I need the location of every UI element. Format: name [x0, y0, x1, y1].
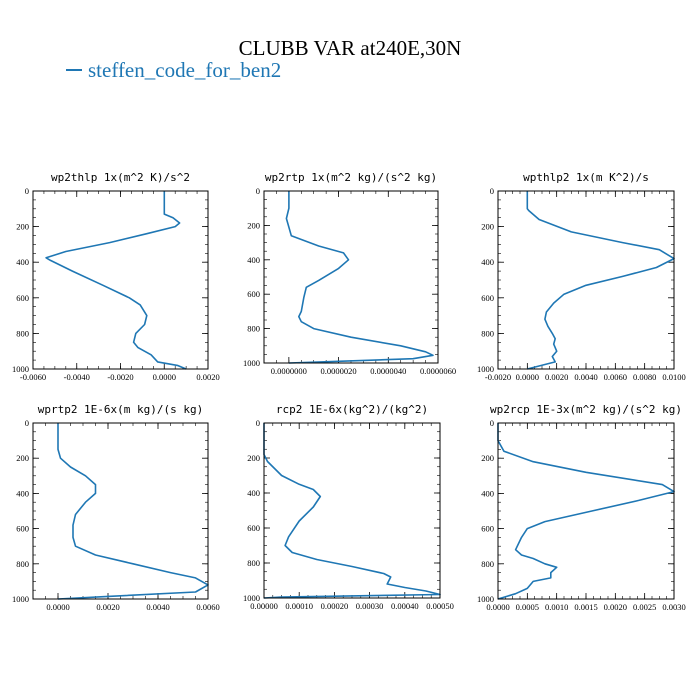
y-tick-label: 400 [16, 488, 29, 498]
y-tick-label: 400 [16, 257, 29, 267]
x-tick-label: 0.0025 [633, 602, 656, 612]
y-tick-label: 800 [247, 324, 260, 334]
x-tick-label: 0.0030 [662, 602, 685, 612]
y-tick-label: 1000 [243, 593, 260, 603]
profile-line [45, 191, 187, 370]
y-tick-label: 600 [247, 523, 260, 533]
y-tick-label: 1000 [477, 594, 494, 604]
plot-title: rcp2 1E-6x(kg^2)/(kg^2) [276, 403, 428, 416]
x-tick-label: 0.0005 [516, 602, 539, 612]
x-tick-label: -0.0020 [485, 372, 511, 382]
plot-panel-4: wprtp2 1E-6x(m kg)/(s kg) 0 200 400 600 800 10… [12, 403, 220, 612]
x-tick-label: 0.00030 [356, 601, 384, 611]
plot-title: wp2thlp 1x(m^2 K)/s^2 [51, 171, 190, 184]
plot-frame [32, 190, 209, 370]
x-tick-label: 0.00000 [250, 601, 278, 611]
x-tick-label: 0.0000 [516, 372, 539, 382]
x-tick-label: 0.0040 [574, 372, 597, 382]
y-tick-label: 600 [247, 289, 260, 299]
x-tick-label: 0.0000020 [321, 366, 357, 376]
plot-frame [263, 422, 441, 599]
y-tick-label: 1000 [12, 594, 29, 604]
y-tick-label: 0 [25, 418, 29, 428]
y-tick-label: 0 [490, 186, 494, 196]
plot-title: wp2rcp 1E-3x(m^2 kg)/(s^2 kg) [490, 403, 682, 416]
y-tick-label: 0 [256, 418, 260, 428]
y-tick-label: 400 [247, 255, 260, 265]
x-tick-label: 0.0020 [96, 602, 119, 612]
x-tick-label: 0.00050 [426, 601, 454, 611]
x-tick-label: 0.0060 [604, 372, 627, 382]
y-tick-label: 800 [247, 558, 260, 568]
x-tick-label: 0.0080 [633, 372, 656, 382]
y-tick-label: 0 [490, 418, 494, 428]
y-tick-label: 200 [16, 453, 29, 463]
x-tick-label: 0.0000 [153, 372, 176, 382]
plot-frame [497, 422, 675, 600]
plot-frame [263, 190, 439, 364]
x-tick-label: 0.0015 [574, 602, 597, 612]
y-tick-label: 200 [247, 453, 260, 463]
y-tick-label: 0 [25, 186, 29, 196]
x-tick-label: -0.0040 [64, 372, 90, 382]
x-tick-label: 0.0000060 [420, 366, 456, 376]
y-tick-label: 600 [16, 293, 29, 303]
plot-panel-5: rcp2 1E-6x(kg^2)/(kg^2) 0 200 400 600 800 1000… [243, 403, 454, 611]
y-tick-label: 400 [481, 488, 494, 498]
plot-panel-6: wp2rcp 1E-3x(m^2 kg)/(s^2 kg) 0 200 400 600 8… [477, 403, 686, 612]
plot-panel-3: wpthlp2 1x(m K^2)/s 0 200 400 600 800 1000-0.0… [477, 171, 686, 382]
plot-panel-1: wp2thlp 1x(m^2 K)/s^202004006008001000-0… [12, 171, 220, 382]
x-tick-label: 0.0020 [545, 372, 568, 382]
y-tick-label: 200 [16, 222, 29, 232]
y-tick-label: 600 [481, 524, 494, 534]
x-tick-label: 0.0100 [662, 372, 685, 382]
legend: steffen_code_for_ben2 [66, 58, 281, 83]
profile-line [497, 423, 675, 600]
x-tick-label: 0.0000 [46, 602, 69, 612]
x-tick-label: 0.0000 [486, 602, 509, 612]
profile-line [57, 423, 209, 600]
profile-line [285, 191, 434, 364]
x-tick-label: 0.0010 [545, 602, 568, 612]
profile-line [263, 423, 441, 599]
x-tick-label: 0.0020 [604, 602, 627, 612]
x-tick-label: 0.0000040 [370, 366, 406, 376]
y-tick-label: 1000 [12, 364, 29, 374]
y-tick-label: 800 [16, 328, 29, 338]
y-tick-label: 200 [481, 222, 494, 232]
legend-line-swatch [66, 69, 82, 72]
y-tick-label: 600 [481, 293, 494, 303]
legend-label: steffen_code_for_ben2 [88, 58, 282, 82]
y-tick-label: 400 [247, 488, 260, 498]
y-tick-label: 800 [16, 559, 29, 569]
x-tick-label: 0.0040 [146, 602, 169, 612]
x-tick-label: 0.0020 [196, 372, 219, 382]
x-tick-label: 0.00010 [285, 601, 313, 611]
y-tick-label: 200 [481, 453, 494, 463]
y-tick-label: 0 [256, 186, 260, 196]
y-tick-label: 600 [16, 524, 29, 534]
plot-title: wpthlp2 1x(m K^2)/s [523, 171, 649, 184]
profile-line [526, 191, 675, 370]
plot-frame [32, 422, 209, 600]
x-tick-label: 0.0060 [196, 602, 219, 612]
figure-title: CLUBB VAR at240E,30N [238, 36, 462, 60]
plot-title: wp2rtp 1x(m^2 kg)/(s^2 kg) [265, 171, 437, 184]
x-tick-label: 0.00040 [391, 601, 419, 611]
x-tick-label: -0.0020 [107, 372, 133, 382]
x-tick-label: -0.0060 [20, 372, 46, 382]
y-tick-label: 800 [481, 559, 494, 569]
y-tick-label: 1000 [477, 364, 494, 374]
plot-frame [497, 190, 675, 370]
plot-panel-2: wp2rtp 1x(m^2 kg)/(s^2 kg) 0 200 400 600 800 1… [243, 171, 456, 376]
y-tick-label: 1000 [243, 358, 260, 368]
x-tick-label: 0.0000000 [271, 366, 307, 376]
x-tick-label: 0.00020 [321, 601, 349, 611]
plot-title: wprtp2 1E-6x(m kg)/(s kg) [38, 403, 204, 416]
y-tick-label: 800 [481, 328, 494, 338]
y-tick-label: 200 [247, 220, 260, 230]
y-tick-label: 400 [481, 257, 494, 267]
